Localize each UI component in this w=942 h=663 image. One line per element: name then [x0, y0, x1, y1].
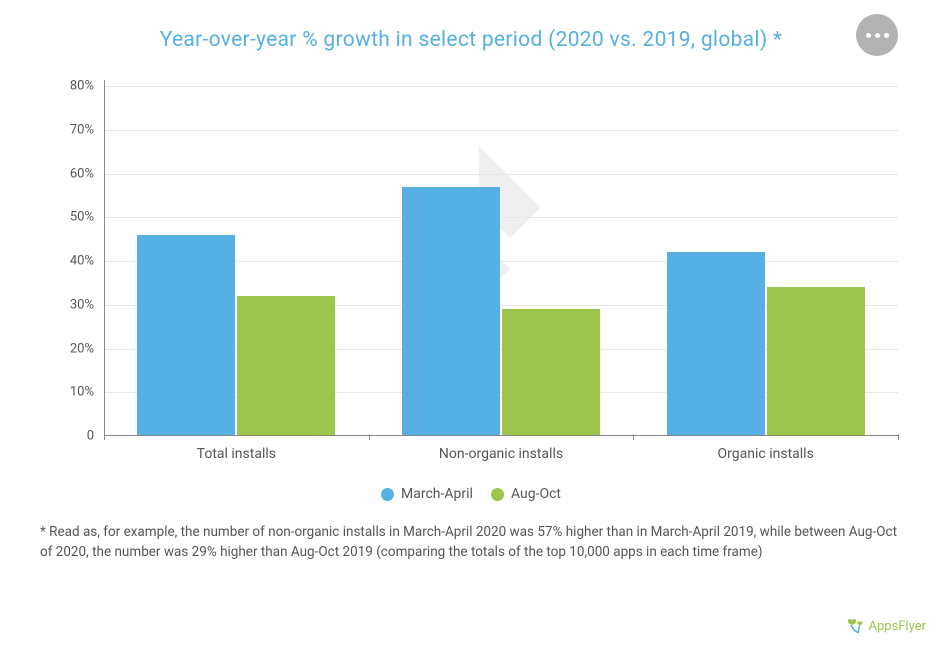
legend-swatch [381, 488, 394, 501]
x-tick-label: Total installs [104, 440, 369, 466]
legend: March-April Aug-Oct [0, 486, 942, 502]
bar [502, 309, 600, 436]
chart-area: 010%20%30%40%50%60%70%80% Total installs… [60, 86, 898, 466]
plot-area [104, 86, 898, 436]
legend-item: Aug-Oct [491, 486, 561, 502]
y-axis: 010%20%30%40%50%60%70%80% [60, 86, 100, 436]
legend-label: Aug-Oct [511, 486, 561, 502]
legend-label: March-April [401, 486, 473, 502]
legend-item: March-April [381, 486, 473, 502]
bar-group [633, 86, 898, 436]
y-tick-label: 80% [70, 79, 94, 94]
y-tick-label: 0 [87, 429, 94, 444]
x-axis-labels: Total installsNon-organic installsOrgani… [104, 440, 898, 466]
bar [667, 252, 765, 436]
legend-swatch [491, 488, 504, 501]
bar-group [369, 86, 634, 436]
chart-footnote: * Read as, for example, the number of no… [40, 522, 898, 563]
y-tick-label: 40% [70, 254, 94, 269]
dot-icon [866, 33, 871, 38]
dot-icon [884, 33, 889, 38]
more-options-button[interactable] [856, 14, 898, 56]
y-tick-label: 20% [70, 341, 94, 356]
appsflyer-icon [845, 617, 865, 635]
bar-groups [104, 86, 898, 436]
brand-logo: AppsFlyer [845, 617, 926, 635]
bar [767, 287, 865, 436]
dot-icon [875, 33, 880, 38]
bar [137, 235, 235, 436]
chart-title: Year-over-year % growth in select period… [60, 28, 882, 52]
y-tick-label: 30% [70, 297, 94, 312]
y-tick-label: 10% [70, 385, 94, 400]
y-tick-label: 50% [70, 210, 94, 225]
y-tick-label: 70% [70, 122, 94, 137]
x-tick [898, 434, 899, 440]
x-axis-line [104, 435, 898, 436]
bar-group [104, 86, 369, 436]
x-tick-label: Non-organic installs [369, 440, 634, 466]
bar [402, 187, 500, 436]
bar [237, 296, 335, 436]
brand-name: AppsFlyer [868, 619, 926, 634]
x-tick-label: Organic installs [633, 440, 898, 466]
y-tick-label: 60% [70, 166, 94, 181]
